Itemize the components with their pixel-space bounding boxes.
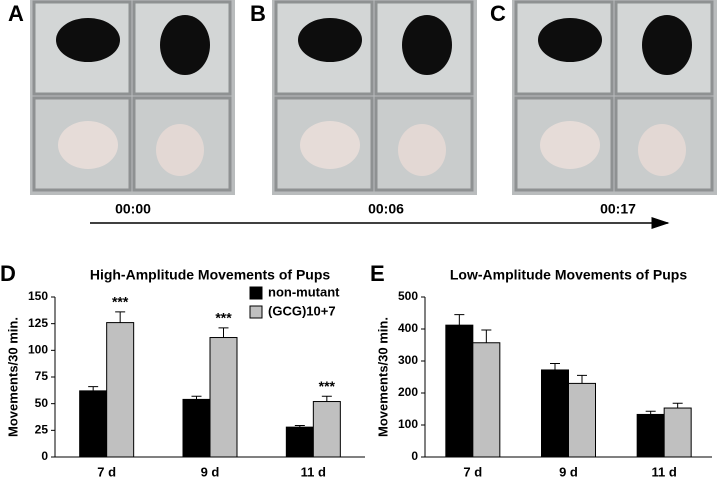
mouse-dark — [160, 15, 210, 75]
y-tick-label: 50 — [35, 396, 49, 410]
error-bar — [672, 402, 683, 409]
x-tick-label: 7 d — [97, 464, 116, 479]
significance-label: *** — [215, 310, 232, 326]
x-tick-label: 9 d — [201, 464, 220, 479]
error-bar — [577, 374, 587, 384]
bar — [636, 413, 665, 458]
bar — [312, 401, 341, 458]
legend-label: non-mutant — [268, 284, 340, 299]
y-tick-label: 0 — [411, 449, 418, 463]
y-tick-label: 75 — [35, 369, 49, 383]
time-label: 00:06 — [368, 201, 404, 217]
error-bar — [218, 327, 229, 338]
mouse-dark — [642, 15, 692, 75]
y-axis-label: Movements/30 min. — [5, 317, 20, 437]
significance-label: *** — [319, 378, 336, 394]
y-tick-label: 100 — [28, 343, 48, 357]
y-tick-label: 400 — [398, 321, 418, 335]
bar — [182, 398, 211, 458]
time-label: 00:17 — [600, 201, 636, 217]
mouse-light — [540, 121, 600, 169]
bar — [541, 369, 569, 458]
legend-swatch — [249, 305, 263, 319]
y-axis-label: Movements/30 min. — [375, 317, 390, 437]
y-tick-label: 150 — [28, 289, 48, 303]
bar — [106, 322, 135, 458]
bar — [663, 407, 692, 458]
significance-label: *** — [112, 294, 129, 310]
panel-label: D — [0, 261, 16, 286]
error-bar — [115, 311, 126, 323]
panel-label: E — [370, 261, 385, 286]
x-tick-label: 9 d — [559, 464, 578, 479]
y-tick-label: 25 — [35, 423, 49, 437]
bar — [568, 382, 596, 458]
error-bar — [294, 425, 305, 428]
mouse-light — [398, 124, 446, 176]
mouse-light — [58, 121, 118, 169]
y-tick-label: 500 — [398, 289, 418, 303]
bar — [209, 337, 238, 458]
bar — [79, 390, 108, 458]
error-bar — [454, 314, 465, 326]
bar — [472, 342, 501, 458]
error-bar — [481, 329, 492, 343]
legend-swatch — [249, 286, 263, 300]
y-tick-label: 125 — [28, 316, 48, 330]
error-bar — [321, 395, 332, 402]
error-bar — [88, 386, 99, 391]
error-bar — [191, 395, 202, 400]
panel-label: B — [250, 1, 266, 26]
x-tick-label: 11 d — [652, 464, 677, 479]
mouse-dark — [56, 18, 120, 62]
x-tick-label: 7 d — [463, 464, 482, 479]
chart-title: High-Amplitude Movements of Pups — [90, 267, 331, 283]
panel-label: C — [490, 1, 506, 26]
y-tick-label: 100 — [398, 417, 418, 431]
chart-title: Low-Amplitude Movements of Pups — [450, 267, 687, 283]
mouse-light — [300, 121, 360, 169]
y-tick-label: 300 — [398, 353, 418, 367]
bar — [445, 324, 474, 458]
error-bar — [550, 363, 560, 370]
panel-label: A — [8, 1, 24, 26]
mouse-dark — [402, 15, 452, 75]
mouse-dark — [298, 18, 362, 62]
y-tick-label: 200 — [398, 385, 418, 399]
mouse-light — [156, 124, 204, 176]
time-label: 00:00 — [115, 201, 151, 217]
mouse-dark — [538, 18, 602, 62]
error-bar — [645, 410, 656, 415]
mouse-light — [638, 124, 686, 176]
bar — [285, 426, 314, 458]
legend-label: (GCG)10+7 — [268, 303, 336, 318]
x-tick-label: 11 d — [301, 464, 326, 479]
y-tick-label: 0 — [41, 449, 48, 463]
